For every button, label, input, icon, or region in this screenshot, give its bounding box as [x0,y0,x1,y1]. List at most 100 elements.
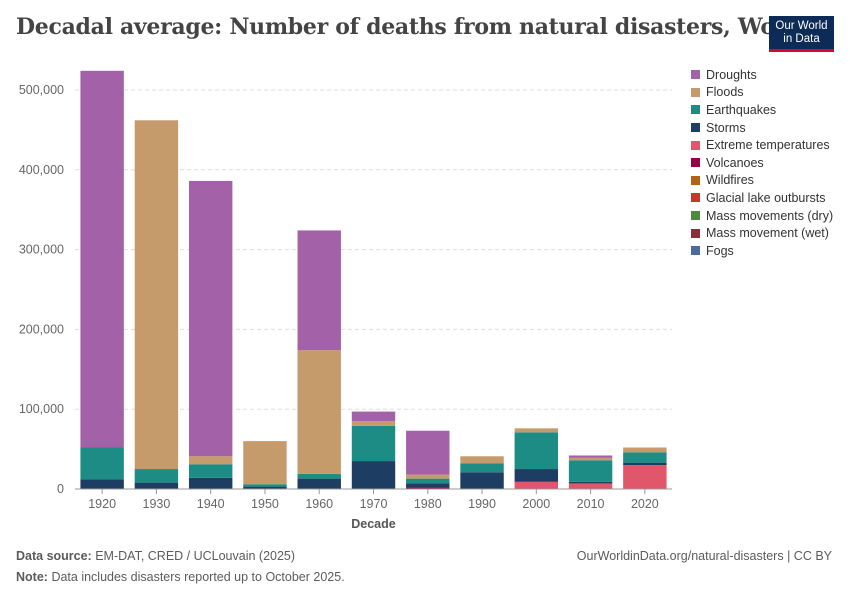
legend-swatch [691,193,700,203]
legend-swatch [691,175,700,185]
legend-label: Floods [706,85,744,100]
legend-label: Glacial lake outbursts [706,190,826,205]
x-tick-label: 1990 [468,497,496,511]
y-tick-label: 300,000 [19,243,64,257]
legend-label: Droughts [706,67,757,82]
bar-segment-floods-1950[interactable] [243,441,287,485]
chart-title: Decadal average: Number of deaths from n… [16,14,810,40]
data-source-link[interactable]: EM-DAT, CRED / UCLouvain (2025) [95,549,296,563]
y-tick-label: 500,000 [19,83,64,97]
bar-segment-floods-2010[interactable] [568,457,613,461]
legend-swatch [691,158,700,168]
legend-label: Mass movements (dry) [706,208,834,223]
y-tick-label: 200,000 [19,322,64,336]
x-tick-label: 1920 [88,497,116,511]
legend-label: Earthquakes [706,102,777,117]
bar-segment-earthquakes-2010[interactable] [568,460,613,482]
legend-swatch [691,246,700,256]
bar-segment-extreme-temperatures-2020[interactable] [623,465,667,489]
legend-swatch [691,211,700,221]
legend-swatch [691,70,700,80]
bar-segment-storms-2000[interactable] [514,469,559,482]
legend-label: Extreme temperatures [706,138,830,153]
bar-segment-earthquakes-1930[interactable] [134,469,179,483]
bar-segment-earthquakes-1980[interactable] [406,478,450,484]
legend-item-earthquakes[interactable]: Earthquakes [691,101,833,119]
legend-swatch [691,87,700,97]
y-tick-label: 0 [57,482,64,496]
legend-item-droughts[interactable]: Droughts [691,66,833,84]
note-label: Note: [16,570,48,584]
bar-segment-droughts-1980[interactable] [406,430,450,475]
bar-segment-storms-1950[interactable] [243,486,287,489]
owid-logo[interactable]: Our World in Data [769,16,834,52]
bar-segment-droughts-1920[interactable] [80,70,124,448]
legend-item-wildfires[interactable]: Wildfires [691,172,833,190]
data-source: Data source: EM-DAT, CRED / UCLouvain (2… [16,549,295,563]
legend-swatch [691,228,700,238]
x-tick-label: 1950 [251,497,279,511]
bar-segment-earthquakes-1990[interactable] [460,463,504,473]
bar-segment-floods-2020[interactable] [623,447,667,453]
bar-segment-droughts-1970[interactable] [351,411,396,422]
bar-segment-droughts-1940[interactable] [188,180,233,457]
legend-item-extreme-temperatures[interactable]: Extreme temperatures [691,136,833,154]
bar-segment-earthquakes-1960[interactable] [297,473,341,479]
bar-segment-earthquakes-2020[interactable] [623,452,667,463]
x-tick-label: 1940 [197,497,225,511]
bar-segment-floods-1970[interactable] [351,421,396,426]
bar-segment-floods-1930[interactable] [134,120,179,470]
legend-label: Storms [706,120,746,135]
bar-segment-storms-1960[interactable] [297,478,341,489]
bar-segment-floods-1990[interactable] [460,456,504,464]
bar-segment-earthquakes-1950[interactable] [243,484,287,487]
legend-item-volcanoes[interactable]: Volcanoes [691,154,833,172]
bar-segment-floods-1960[interactable] [297,350,341,474]
data-source-label: Data source: [16,549,92,563]
logo-line-2: in Data [783,33,820,45]
legend-label: Fogs [706,243,734,258]
bar-segment-storms-1970[interactable] [351,461,396,489]
legend-item-mass-movements-dry-[interactable]: Mass movements (dry) [691,207,833,225]
x-tick-label: 1930 [143,497,171,511]
bar-segment-droughts-1960[interactable] [297,230,341,351]
x-tick-label: 2000 [522,497,550,511]
bar-segment-storms-2010[interactable] [568,481,613,484]
bar-segment-storms-2020[interactable] [623,462,667,466]
legend-item-fogs[interactable]: Fogs [691,242,833,260]
bar-segment-storms-1980[interactable] [406,483,450,488]
bar-segment-storms-1990[interactable] [460,472,504,489]
logo-line-1: Our World [775,20,828,32]
bar-segment-floods-2000[interactable] [514,428,559,433]
bar-segment-earthquakes-2000[interactable] [514,432,559,470]
bar-segment-floods-1980[interactable] [406,474,450,479]
note-text: Data includes disasters reported up to O… [51,570,345,584]
legend-swatch [691,105,700,115]
x-tick-label: 1960 [305,497,333,511]
bar-segment-floods-1940[interactable] [188,456,233,465]
legend-item-floods[interactable]: Floods [691,84,833,102]
chart-legend: Droughts Floods Earthquakes Storms Extreme t… [691,66,833,260]
bar-segment-earthquakes-1920[interactable] [80,447,124,480]
legend-item-glacial-lake-outbursts[interactable]: Glacial lake outbursts [691,189,833,207]
bar-segment-storms-1940[interactable] [188,477,233,489]
x-tick-label: 2020 [631,497,659,511]
legend-label: Volcanoes [706,155,764,170]
bar-segment-droughts-2010[interactable] [568,455,613,458]
x-tick-label: 1980 [414,497,442,511]
legend-item-storms[interactable]: Storms [691,119,833,137]
y-tick-label: 100,000 [19,402,64,416]
bar-segment-earthquakes-1970[interactable] [351,425,396,462]
note: Note: Data includes disasters reported u… [16,570,345,584]
bar-segment-extreme-temperatures-2000[interactable] [514,481,559,489]
bar-segment-volcanoes-1980[interactable] [406,487,450,489]
y-tick-label: 400,000 [19,163,64,177]
source-url-link[interactable]: OurWorldinData.org/natural-disasters | C… [576,549,832,563]
legend-item-mass-movement-wet-[interactable]: Mass movement (wet) [691,224,833,242]
bar-segment-storms-1930[interactable] [134,482,179,489]
bar-segment-extreme-temperatures-2010[interactable] [568,483,613,489]
legend-label: Mass movement (wet) [706,226,829,241]
bar-segment-earthquakes-1940[interactable] [188,464,233,478]
bar-segment-storms-1920[interactable] [80,479,124,489]
